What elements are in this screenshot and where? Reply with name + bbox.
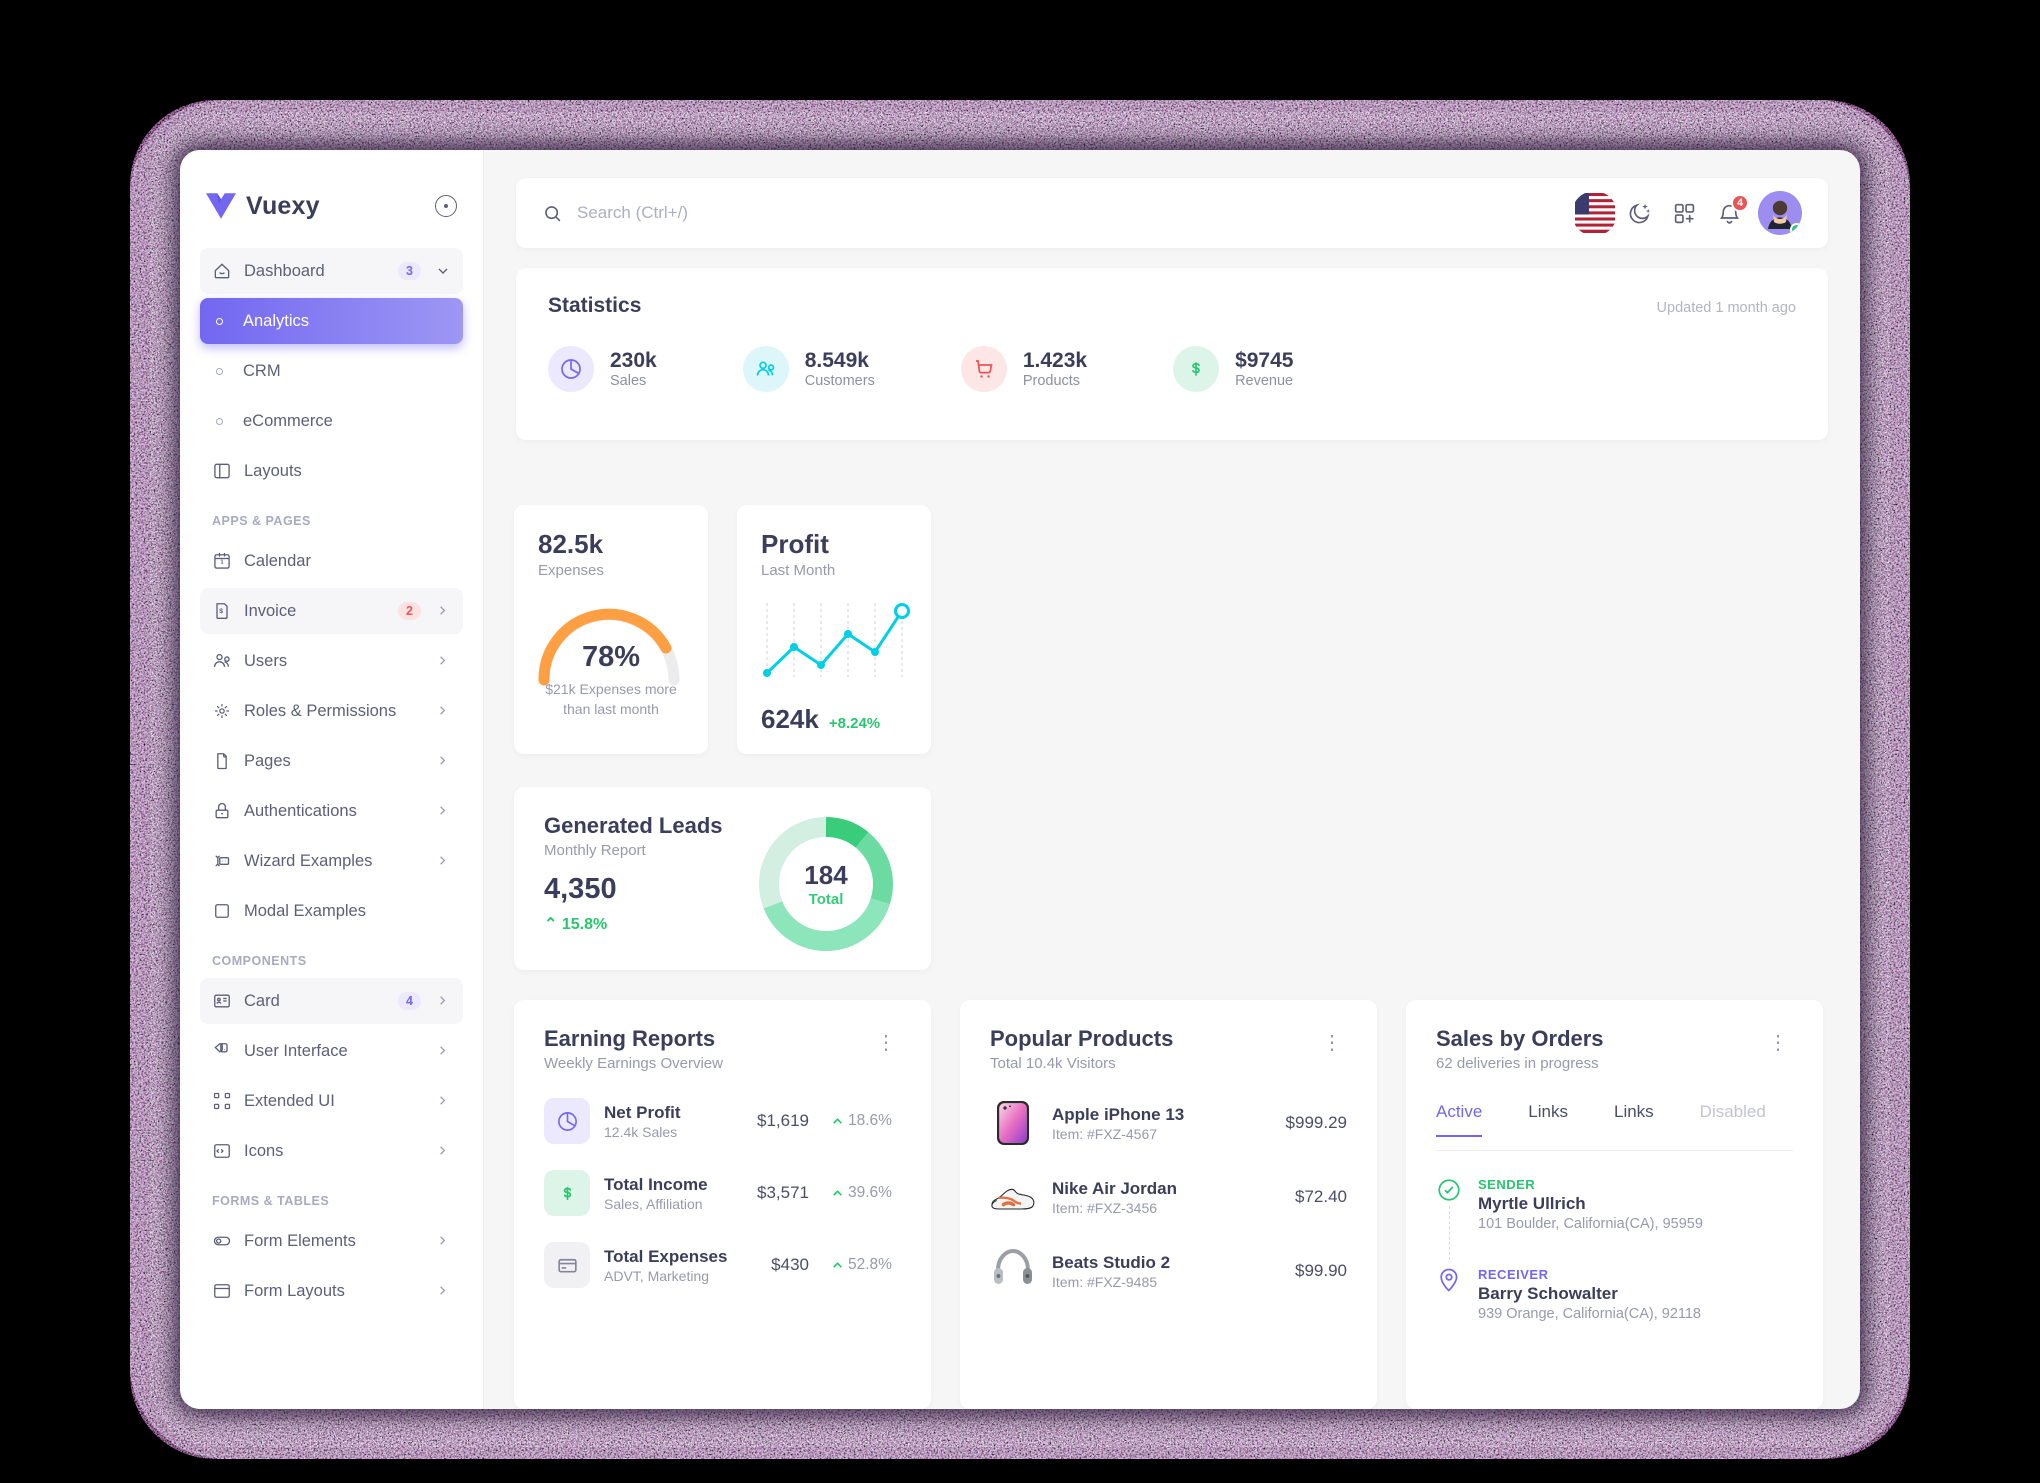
svg-text:1: 1 (220, 560, 224, 566)
svg-text:$: $ (219, 608, 223, 615)
